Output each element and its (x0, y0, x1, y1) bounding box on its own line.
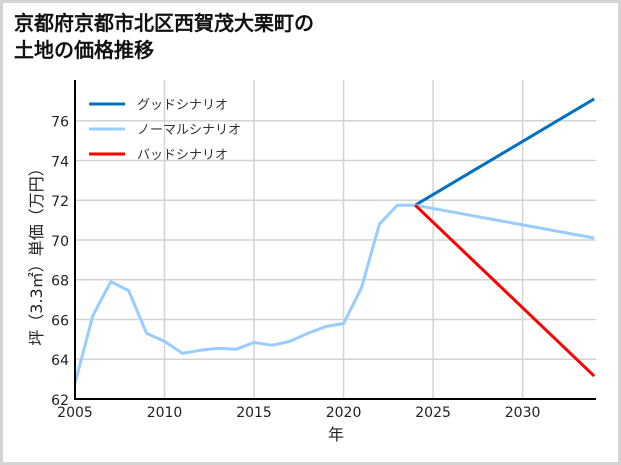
y-axis-label: 坪（3.3㎡）単価（万円） (27, 160, 46, 345)
x-tick-label: 2025 (415, 405, 451, 421)
series-line-1 (73, 203, 595, 384)
x-tick-label: 2020 (326, 405, 362, 421)
legend-label: バッドシナリオ (137, 148, 228, 163)
series-lines (73, 97, 596, 384)
tick-labels: 2005 2010 2015 2020 2025 2030 62 64 66 68 70 72 74 76 (51, 115, 540, 421)
y-tick-label: 70 (51, 234, 69, 250)
y-tick-label: 68 (51, 274, 69, 290)
series-line-0 (414, 97, 595, 207)
y-tick-label: 72 (51, 194, 69, 210)
series-line-2 (414, 204, 596, 378)
y-tick-label: 66 (51, 313, 69, 329)
axes (74, 80, 596, 400)
x-tick-label: 2005 (57, 405, 93, 421)
chart-title: 京都府京都市北区西賀茂大栗町の 土地の価格推移 (14, 11, 314, 62)
y-tick-label: 74 (51, 154, 69, 170)
x-tick-label: 2030 (505, 405, 541, 421)
y-tick-label: 76 (51, 115, 69, 131)
legend-label: グッドシナリオ (137, 98, 228, 113)
x-axis-label: 年 (328, 425, 344, 444)
x-tick-label: 2010 (147, 405, 183, 421)
legend-label: ノーマルシナリオ (137, 123, 241, 138)
y-tick-label: 62 (51, 393, 69, 409)
x-tick-label: 2015 (236, 405, 272, 421)
y-tick-label: 64 (51, 353, 69, 369)
